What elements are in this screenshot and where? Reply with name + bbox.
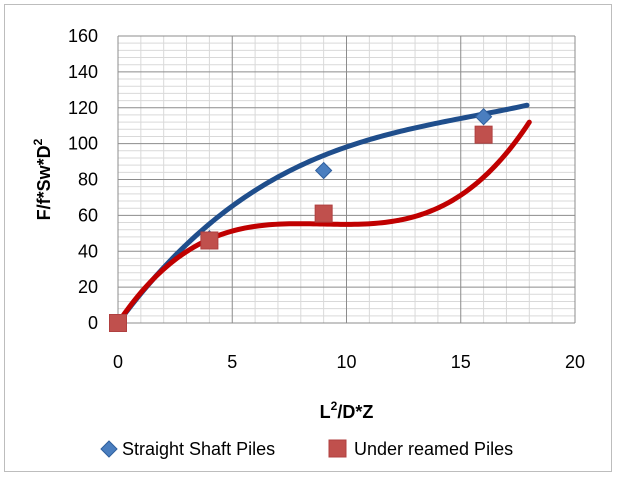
y-tick-label: 120 <box>68 98 98 118</box>
x-axis-title-main: L <box>320 402 331 422</box>
x-axis-title-sup: 2 <box>331 399 338 413</box>
y-axis-title-sup: 2 <box>31 138 45 145</box>
y-tick-label: 0 <box>88 313 98 333</box>
y-axis-title: F/f*Sw*D2 <box>31 138 54 220</box>
grid-major <box>117 35 576 324</box>
x-tick-label: 0 <box>113 352 123 372</box>
x-tick-label: 10 <box>336 352 356 372</box>
data-point-series-1 <box>474 125 493 144</box>
markers <box>109 108 493 332</box>
trendline-series-1 <box>115 119 532 326</box>
y-tick-label: 100 <box>68 134 98 154</box>
data-point-series-1 <box>314 204 333 223</box>
x-tick-label: 20 <box>565 352 585 372</box>
y-axis-title-main: F/f*Sw*D <box>34 145 54 220</box>
tick-labels: 0 5 10 15 20 0 20 40 60 80 100 120 140 160 <box>68 26 585 372</box>
x-tick-label: 5 <box>227 352 237 372</box>
trendline-series-0 <box>115 102 530 326</box>
legend-marker-straight-shaft <box>100 440 118 458</box>
y-tick-label: 160 <box>68 26 98 46</box>
y-tick-label: 80 <box>78 170 98 190</box>
y-tick-label: 20 <box>78 277 98 297</box>
legend-label-straight-shaft: Straight Shaft Piles <box>122 439 275 459</box>
data-point-series-1 <box>109 314 127 332</box>
x-axis-title: L2/D*Z <box>320 399 374 422</box>
legend-marker-under-reamed <box>328 439 347 458</box>
data-point-series-0 <box>314 161 333 180</box>
y-tick-label: 60 <box>78 205 98 225</box>
x-tick-label: 15 <box>451 352 471 372</box>
x-axis-title-rest: /D*Z <box>337 402 373 422</box>
trendlines <box>115 102 532 326</box>
data-point-series-1 <box>200 231 219 250</box>
chart-frame: 0 5 10 15 20 0 20 40 60 80 100 120 140 160 F/f*Sw*D2 … <box>4 4 612 472</box>
y-tick-label: 40 <box>78 241 98 261</box>
y-tick-label: 140 <box>68 62 98 82</box>
legend: Straight Shaft Piles Under reamed Piles <box>100 439 513 459</box>
legend-label-under-reamed: Under reamed Piles <box>354 439 513 459</box>
data-point-series-0 <box>474 108 493 126</box>
